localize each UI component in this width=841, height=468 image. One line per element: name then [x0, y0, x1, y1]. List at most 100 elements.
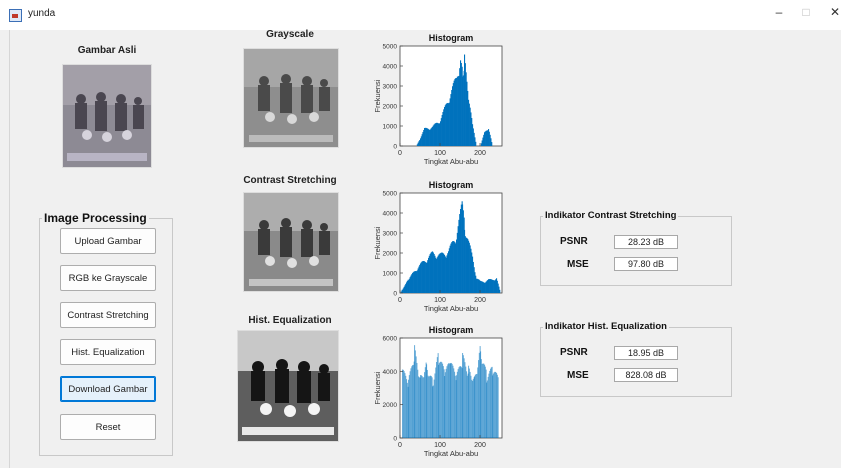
histogram-bar — [416, 270, 418, 293]
histogram-bar — [447, 102, 449, 146]
histogram-bar — [428, 257, 430, 293]
histogram-bar — [442, 111, 444, 146]
histogram-bar — [472, 124, 474, 146]
histogram-bar — [452, 241, 454, 293]
histogram-bar — [444, 372, 446, 438]
histogram-bar — [458, 75, 460, 146]
histogram-bar — [480, 359, 482, 438]
histogram-bar — [468, 99, 470, 146]
histogram-bar — [408, 280, 410, 293]
histogram-bar — [442, 252, 444, 293]
x-axis-label: Tingkat Abu-abu — [424, 157, 478, 166]
histogram-bar — [441, 114, 443, 146]
histogram-bar — [498, 286, 500, 293]
histogram-bar — [455, 78, 457, 146]
histogram-bar — [406, 282, 408, 293]
histogram-bars — [402, 345, 499, 438]
histogram-bar — [402, 369, 404, 438]
histogram-bar — [496, 374, 498, 438]
histogram-bar — [451, 242, 453, 293]
histogram-bar — [440, 252, 442, 293]
hist-equalization-button[interactable]: Hist. Equalization — [60, 339, 156, 365]
histogram-bar — [469, 107, 471, 146]
histogram-bar — [438, 363, 440, 438]
histogram-bar — [472, 128, 474, 146]
histogram-bar — [419, 264, 421, 293]
histogram-bars — [400, 201, 501, 293]
histogram-bar — [490, 367, 492, 438]
download-image-button[interactable]: Download Gambar — [60, 376, 156, 402]
app-icon — [9, 9, 22, 22]
histogram-bar — [427, 128, 429, 146]
histogram-bar — [406, 379, 408, 438]
histogram-bar — [468, 242, 470, 293]
histogram-chart-2: Histogram 0 1000 2000 3000 4000 5000 0 100 200Tin… — [373, 180, 503, 313]
histogram-bar — [449, 245, 451, 293]
histogram-bar — [447, 364, 449, 438]
histogram-bar — [402, 289, 404, 293]
histogram-bar — [467, 90, 469, 146]
histogram-bar — [440, 118, 442, 146]
y-tick-label: 0 — [393, 144, 397, 151]
histogram-bar — [447, 253, 449, 293]
close-button[interactable]: ✕ — [829, 5, 841, 19]
histogram-bar — [456, 76, 458, 146]
contrast-stretching-button[interactable]: Contrast Stretching — [60, 302, 156, 328]
histogram-bar — [424, 261, 426, 293]
image-processing-title: Image Processing — [42, 211, 149, 225]
histogram-bar — [481, 281, 483, 293]
window-title: yunda — [28, 8, 56, 19]
histogram-bar — [405, 375, 407, 438]
y-axis-label: Frekuensi — [373, 371, 382, 404]
histogram-bar — [444, 105, 446, 146]
maximize-button[interactable]: □ — [802, 5, 810, 19]
histogram-bar — [489, 134, 491, 146]
histogram-bar — [464, 54, 466, 146]
histogram-bar — [485, 281, 487, 293]
y-tick-label: 2000 — [383, 104, 398, 111]
histogram-bar — [469, 245, 471, 293]
contrast-indicator-panel: Indikator Contrast Stretching — [540, 210, 732, 286]
histogram-bar — [402, 288, 404, 293]
histogram-bar — [436, 258, 438, 293]
histogram-bar — [488, 129, 490, 146]
histogram-bar — [484, 131, 486, 146]
histogram-bar — [454, 371, 456, 438]
histogram-bar — [435, 367, 437, 438]
histogram-bar — [445, 368, 447, 438]
histogram-bar — [488, 279, 490, 293]
histogram-bar — [480, 281, 482, 293]
reset-button[interactable]: Reset — [60, 414, 156, 440]
histogram-bar — [490, 279, 492, 293]
histogram-bar — [422, 377, 424, 438]
histogram-bar — [408, 375, 410, 438]
upload-image-button[interactable]: Upload Gambar — [60, 228, 156, 254]
histogram-bar — [449, 98, 451, 146]
histogram-bar — [404, 285, 406, 293]
histogram-bar — [430, 376, 432, 438]
histogram-bar — [434, 373, 436, 438]
histogram-bar — [415, 271, 417, 293]
histogram-bar — [479, 280, 481, 293]
histogram-bar — [412, 364, 414, 438]
histogram-bar — [496, 373, 498, 438]
minimize-button[interactable]: – — [775, 5, 783, 19]
histogram-bar — [462, 204, 464, 293]
y-tick-label: 0 — [393, 436, 397, 443]
histogram-bar — [422, 132, 424, 146]
histogram-bar — [450, 362, 452, 438]
histogram-bar — [432, 252, 434, 293]
histogram-bar — [468, 368, 470, 438]
histogram-bar — [430, 252, 432, 293]
histogram-bar — [439, 361, 441, 438]
histogram-bar — [445, 257, 447, 293]
histogram-bar — [452, 83, 454, 146]
histogram-chart-1: Histogram 0 1000 2000 3000 4000 5000 0 100 200Tin… — [373, 33, 503, 166]
equalization-indicator-panel: Indikator Hist. Equalization — [540, 321, 732, 397]
histogram-bar — [450, 94, 452, 146]
histogram-bar — [490, 368, 492, 438]
histogram-bar — [473, 132, 475, 146]
histogram-bar — [413, 271, 415, 293]
histogram-bar — [460, 366, 462, 438]
rgb-to-grayscale-button[interactable]: RGB ke Grayscale — [60, 265, 156, 291]
